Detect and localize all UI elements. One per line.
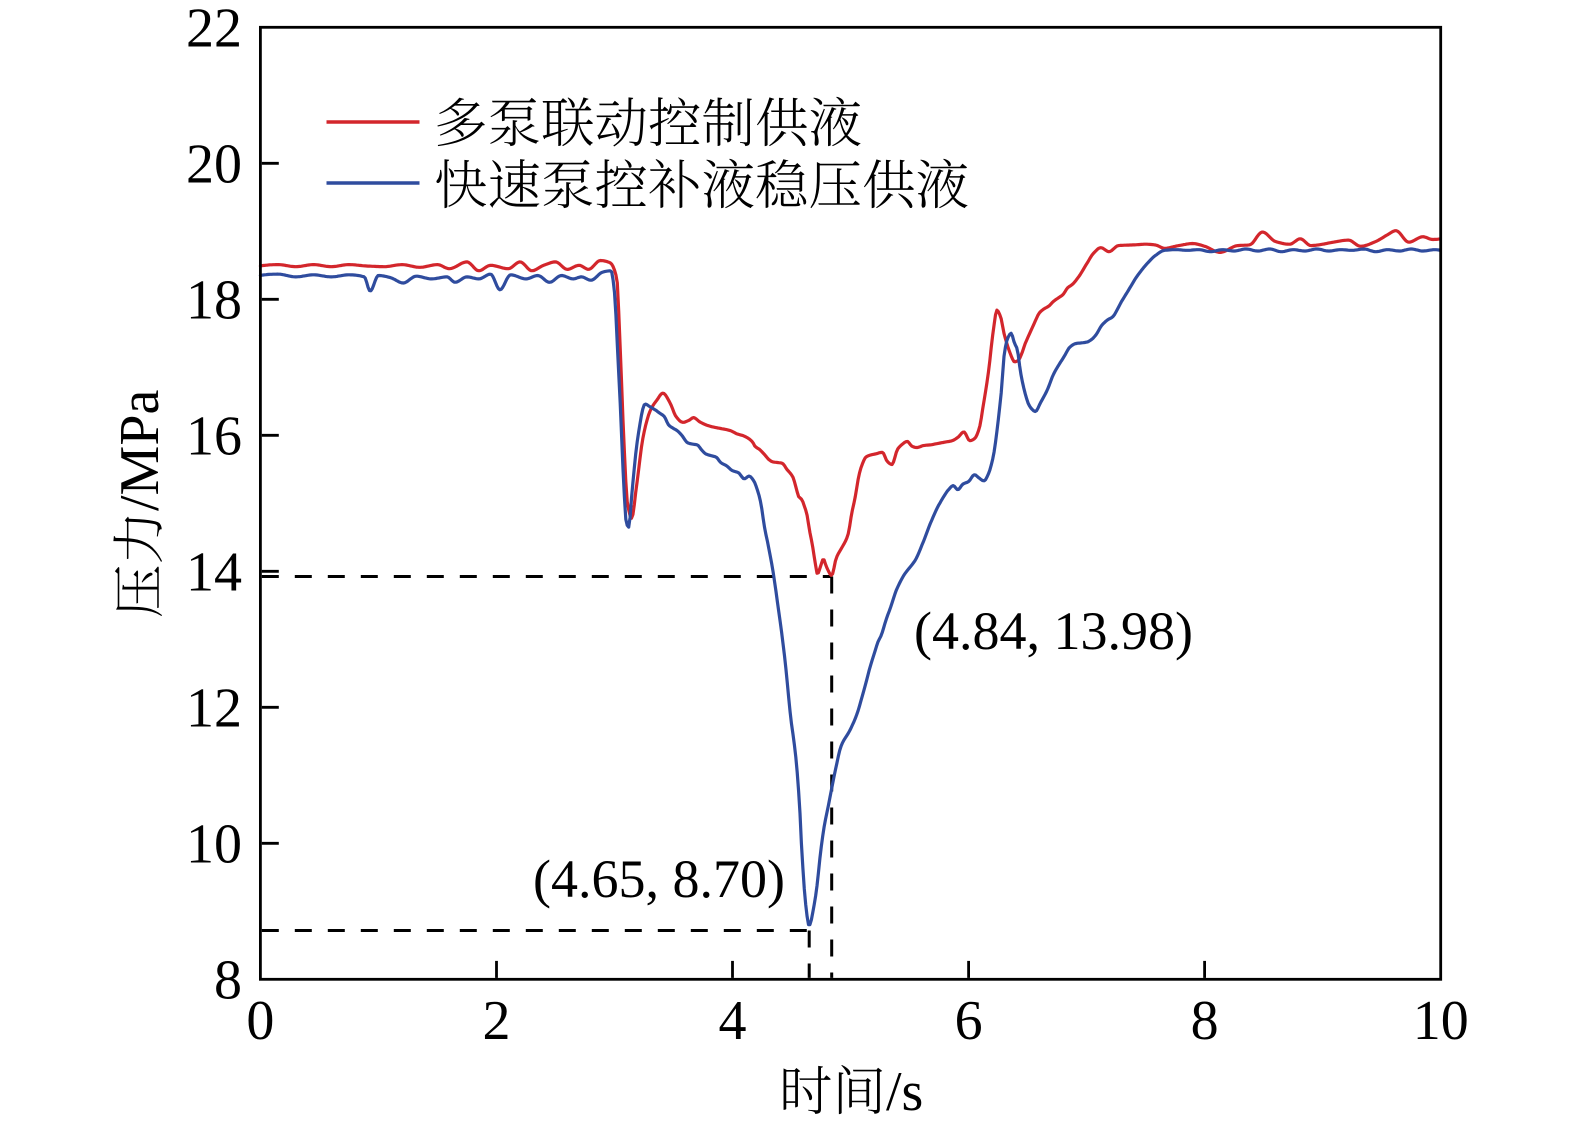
svg-text:0: 0 bbox=[246, 990, 274, 1052]
svg-text:12: 12 bbox=[186, 678, 242, 740]
svg-text:10: 10 bbox=[186, 814, 242, 876]
svg-text:2: 2 bbox=[483, 990, 511, 1052]
svg-text:6: 6 bbox=[955, 990, 983, 1052]
svg-text:/MPa: /MPa bbox=[109, 390, 171, 511]
svg-text:(4.65, 8.70): (4.65, 8.70) bbox=[533, 849, 785, 909]
svg-text:10: 10 bbox=[1413, 990, 1469, 1052]
svg-text:22: 22 bbox=[186, 0, 242, 60]
svg-text:8: 8 bbox=[1191, 990, 1219, 1052]
svg-text:18: 18 bbox=[186, 270, 242, 332]
svg-text:20: 20 bbox=[186, 134, 242, 196]
svg-text:4: 4 bbox=[719, 990, 747, 1052]
svg-text:14: 14 bbox=[186, 542, 242, 604]
svg-text:8: 8 bbox=[214, 950, 242, 1012]
svg-text:/s: /s bbox=[886, 1061, 923, 1123]
svg-text:(4.84, 13.98): (4.84, 13.98) bbox=[914, 601, 1193, 661]
svg-text:16: 16 bbox=[186, 406, 242, 468]
